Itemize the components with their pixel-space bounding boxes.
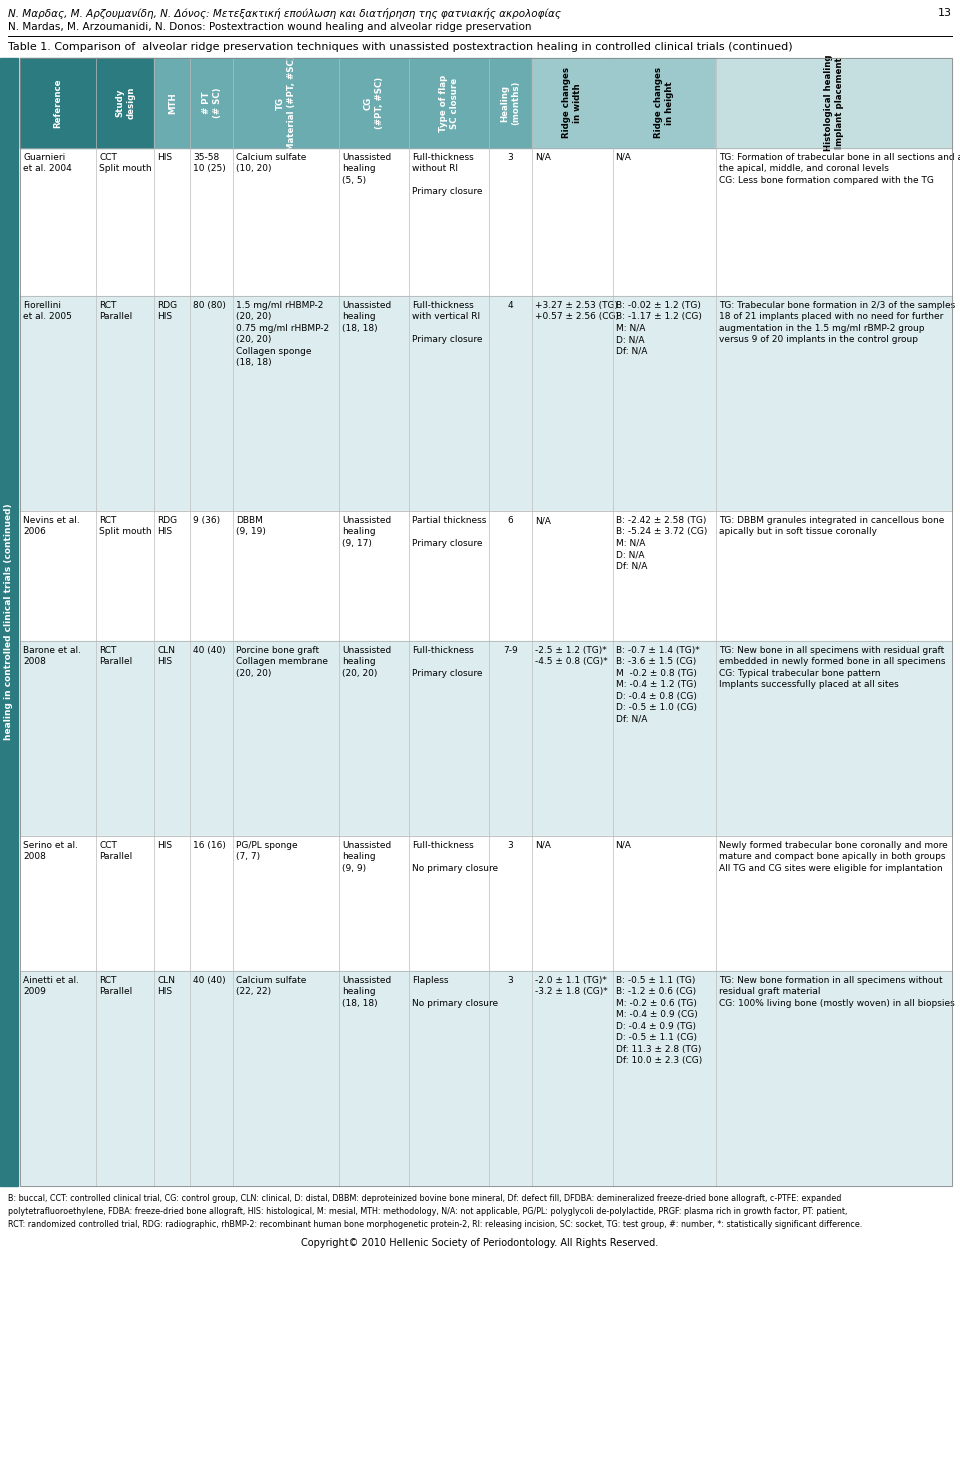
Text: 6: 6 — [508, 516, 514, 525]
Text: Ainetti et al.
2009: Ainetti et al. 2009 — [23, 976, 79, 997]
Bar — [409, 58, 490, 148]
Bar — [715, 58, 952, 148]
Text: Copyright© 2010 Hellenic Society of Periodontology. All Rights Reserved.: Copyright© 2010 Hellenic Society of Peri… — [301, 1238, 659, 1248]
Text: Unassisted
healing
(18, 18): Unassisted healing (18, 18) — [343, 976, 392, 1007]
Text: TG: New bone in all specimens with residual graft
embedded in newly formed bone : TG: New bone in all specimens with resid… — [719, 646, 946, 689]
Text: Unassisted
healing
(18, 18): Unassisted healing (18, 18) — [343, 302, 392, 333]
Text: Full-thickness
without RI

Primary closure: Full-thickness without RI Primary closur… — [412, 152, 482, 197]
Bar — [20, 972, 952, 1186]
Bar — [20, 58, 952, 1186]
Text: 40 (40): 40 (40) — [193, 646, 226, 655]
Text: TG
Material (#PT, #SC): TG Material (#PT, #SC) — [276, 55, 296, 151]
Text: 7-9: 7-9 — [503, 646, 518, 655]
Text: 13: 13 — [938, 7, 952, 18]
Text: # PT
(# SC): # PT (# SC) — [202, 87, 222, 118]
Text: N. Mαρδας, M. Aρζουμανίδη, N. Δόνος: Μετεξακτική επούλωση και διατήρηση της φατν: N. Mαρδας, M. Aρζουμανίδη, N. Δόνος: Μετ… — [8, 7, 561, 19]
Text: Barone et al.
2008: Barone et al. 2008 — [23, 646, 81, 667]
Text: Fiorellini
et al. 2005: Fiorellini et al. 2005 — [23, 302, 72, 321]
Bar — [233, 58, 339, 148]
Text: -2.0 ± 1.1 (TG)*
-3.2 ± 1.8 (CG)*: -2.0 ± 1.1 (TG)* -3.2 ± 1.8 (CG)* — [535, 976, 608, 997]
Text: CLN
HIS: CLN HIS — [157, 646, 176, 667]
Text: RCT
Split mouth: RCT Split mouth — [99, 516, 152, 537]
Text: DBBM
(9, 19): DBBM (9, 19) — [236, 516, 266, 537]
Text: Nevins et al.
2006: Nevins et al. 2006 — [23, 516, 80, 537]
Text: RDG
HIS: RDG HIS — [157, 516, 178, 537]
Text: Unassisted
healing
(9, 17): Unassisted healing (9, 17) — [343, 516, 392, 547]
Bar — [532, 58, 612, 148]
Text: MTH: MTH — [168, 92, 177, 114]
Text: 3: 3 — [508, 152, 514, 163]
Text: polytetrafluoroethylene, FDBA: freeze-dried bone allograft, HIS: histological, M: polytetrafluoroethylene, FDBA: freeze-dr… — [8, 1207, 848, 1216]
Bar — [490, 58, 532, 148]
Text: 3: 3 — [508, 842, 514, 850]
Bar — [190, 58, 233, 148]
Text: Healing
(months): Healing (months) — [500, 81, 520, 126]
Text: TG: Trabecular bone formation in 2/3 of the samples
18 of 21 implants placed wit: TG: Trabecular bone formation in 2/3 of … — [719, 302, 955, 345]
Text: N/A: N/A — [615, 152, 632, 163]
Bar — [20, 148, 952, 296]
Text: +3.27 ± 2.53 (TG)
+0.57 ± 2.56 (CG): +3.27 ± 2.53 (TG) +0.57 ± 2.56 (CG) — [535, 302, 619, 321]
Text: Full-thickness
with vertical RI

Primary closure: Full-thickness with vertical RI Primary … — [412, 302, 482, 345]
Text: Histological healing
Implant placement: Histological healing Implant placement — [824, 55, 844, 151]
Text: 80 (80): 80 (80) — [193, 302, 227, 311]
Text: Table 1. Comparison of  alveolar ridge preservation techniques with unassisted p: Table 1. Comparison of alveolar ridge pr… — [8, 41, 793, 52]
Bar — [20, 296, 952, 512]
Bar — [20, 58, 96, 148]
Text: Guarnieri
et al. 2004: Guarnieri et al. 2004 — [23, 152, 72, 173]
Text: B: buccal, CCT: controlled clinical trial, CG: control group, CLN: clinical, D: : B: buccal, CCT: controlled clinical tria… — [8, 1194, 841, 1202]
Bar — [20, 640, 952, 836]
Text: RDG
HIS: RDG HIS — [157, 302, 178, 321]
Text: CCT
Parallel: CCT Parallel — [99, 842, 132, 861]
Text: 16 (16): 16 (16) — [193, 842, 227, 850]
Bar — [96, 58, 155, 148]
Bar — [20, 836, 952, 972]
Text: Ridge changes
in height: Ridge changes in height — [654, 68, 674, 139]
Text: 40 (40): 40 (40) — [193, 976, 226, 985]
Bar — [20, 512, 952, 640]
Text: PG/PL sponge
(7, 7): PG/PL sponge (7, 7) — [236, 842, 298, 861]
Text: 9 (36): 9 (36) — [193, 516, 221, 525]
Text: healing in controlled clinical trials (continued): healing in controlled clinical trials (c… — [5, 504, 13, 741]
Text: N/A: N/A — [615, 842, 632, 850]
Text: -2.5 ± 1.2 (TG)*
-4.5 ± 0.8 (CG)*: -2.5 ± 1.2 (TG)* -4.5 ± 0.8 (CG)* — [535, 646, 608, 667]
Text: Ridge changes
in width: Ridge changes in width — [563, 68, 583, 139]
Text: TG: New bone formation in all specimens without
residual graft material
CG: 100%: TG: New bone formation in all specimens … — [719, 976, 954, 1007]
Text: RCT: randomized controlled trial, RDG: radiographic, rhBMP-2: recombinant human : RCT: randomized controlled trial, RDG: r… — [8, 1220, 862, 1229]
Text: 35-58
10 (25): 35-58 10 (25) — [193, 152, 226, 173]
Text: CG
(#PT, #SC): CG (#PT, #SC) — [364, 77, 384, 129]
Text: B: -0.7 ± 1.4 (TG)*
B: -3.6 ± 1.5 (CG)
M  -0.2 ± 0.8 (TG)
M: -0.4 ± 1.2 (TG)
D: : B: -0.7 ± 1.4 (TG)* B: -3.6 ± 1.5 (CG) M… — [615, 646, 699, 723]
Text: Full-thickness

No primary closure: Full-thickness No primary closure — [412, 842, 498, 873]
Text: Partial thickness

Primary closure: Partial thickness Primary closure — [412, 516, 486, 547]
Text: 4: 4 — [508, 302, 514, 311]
Text: HIS: HIS — [157, 152, 173, 163]
Bar — [339, 58, 409, 148]
Text: Flapless

No primary closure: Flapless No primary closure — [412, 976, 498, 1007]
Text: Newly formed trabecular bone coronally and more
mature and compact bone apically: Newly formed trabecular bone coronally a… — [719, 842, 948, 873]
Text: Unassisted
healing
(5, 5): Unassisted healing (5, 5) — [343, 152, 392, 185]
Text: N/A: N/A — [535, 516, 551, 525]
Text: RCT
Parallel: RCT Parallel — [99, 976, 132, 997]
Text: B: -0.02 ± 1.2 (TG)
B: -1.17 ± 1.2 (CG)
M: N/A
D: N/A
Df: N/A: B: -0.02 ± 1.2 (TG) B: -1.17 ± 1.2 (CG) … — [615, 302, 702, 356]
Text: TG: Formation of trabecular bone in all sections and at
the apical, middle, and : TG: Formation of trabecular bone in all … — [719, 152, 960, 185]
Text: CCT
Split mouth: CCT Split mouth — [99, 152, 152, 173]
Text: Unassisted
healing
(20, 20): Unassisted healing (20, 20) — [343, 646, 392, 677]
Text: HIS: HIS — [157, 842, 173, 850]
Text: N. Mardas, M. Arzoumanidi, N. Donos: Postextraction wound healing and alveolar r: N. Mardas, M. Arzoumanidi, N. Donos: Pos… — [8, 22, 532, 33]
Text: B: -0.5 ± 1.1 (TG)
B: -1.2 ± 0.6 (CG)
M: -0.2 ± 0.6 (TG)
M: -0.4 ± 0.9 (CG)
D: -: B: -0.5 ± 1.1 (TG) B: -1.2 ± 0.6 (CG) M:… — [615, 976, 702, 1065]
Text: Unassisted
healing
(9, 9): Unassisted healing (9, 9) — [343, 842, 392, 873]
Bar — [0, 58, 18, 1186]
Text: Full-thickness

Primary closure: Full-thickness Primary closure — [412, 646, 482, 677]
Text: TG: DBBM granules integrated in cancellous bone
apically but in soft tissue coro: TG: DBBM granules integrated in cancello… — [719, 516, 944, 537]
Text: N/A: N/A — [535, 152, 551, 163]
Text: RCT
Parallel: RCT Parallel — [99, 646, 132, 667]
Text: N/A: N/A — [535, 842, 551, 850]
Text: B: -2.42 ± 2.58 (TG)
B: -5.24 ± 3.72 (CG)
M: N/A
D: N/A
Df: N/A: B: -2.42 ± 2.58 (TG) B: -5.24 ± 3.72 (CG… — [615, 516, 707, 571]
Text: Study
design: Study design — [115, 87, 135, 120]
Bar — [155, 58, 190, 148]
Text: Reference: Reference — [54, 78, 62, 127]
Text: Calcium sulfate
(22, 22): Calcium sulfate (22, 22) — [236, 976, 306, 997]
Text: Calcium sulfate
(10, 20): Calcium sulfate (10, 20) — [236, 152, 306, 173]
Text: Porcine bone graft
Collagen membrane
(20, 20): Porcine bone graft Collagen membrane (20… — [236, 646, 327, 677]
Text: 1.5 mg/ml rHBMP-2
(20, 20)
0.75 mg/ml rHBMP-2
(20, 20)
Collagen sponge
(18, 18): 1.5 mg/ml rHBMP-2 (20, 20) 0.75 mg/ml rH… — [236, 302, 329, 367]
Text: CLN
HIS: CLN HIS — [157, 976, 176, 997]
